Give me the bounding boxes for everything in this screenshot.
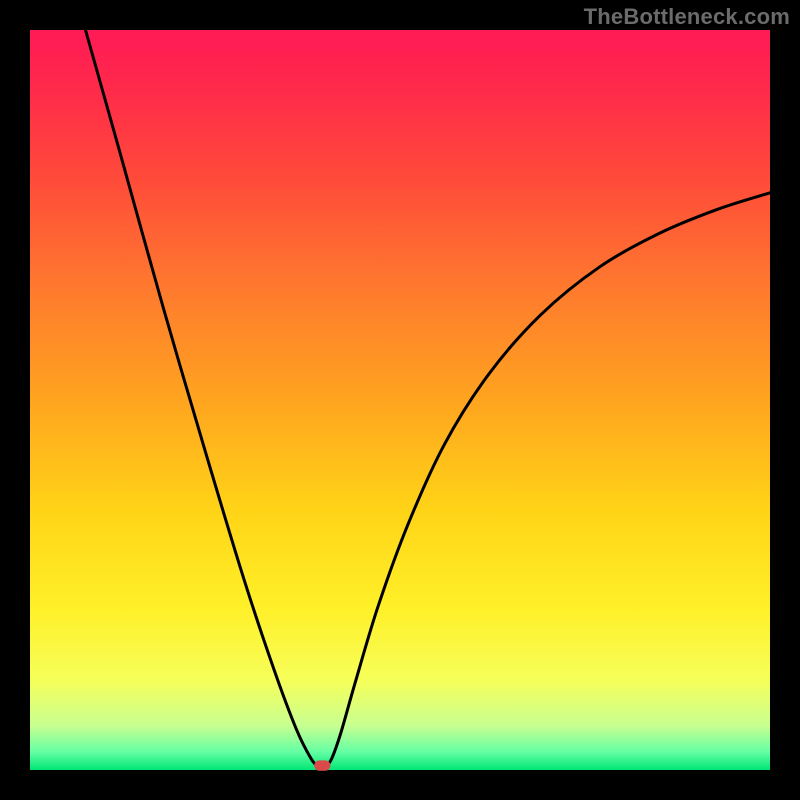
bottleneck-chart [0,0,800,800]
optimum-marker [314,760,330,770]
watermark-text: TheBottleneck.com [584,4,790,30]
plot-background [30,30,770,770]
chart-container: TheBottleneck.com [0,0,800,800]
